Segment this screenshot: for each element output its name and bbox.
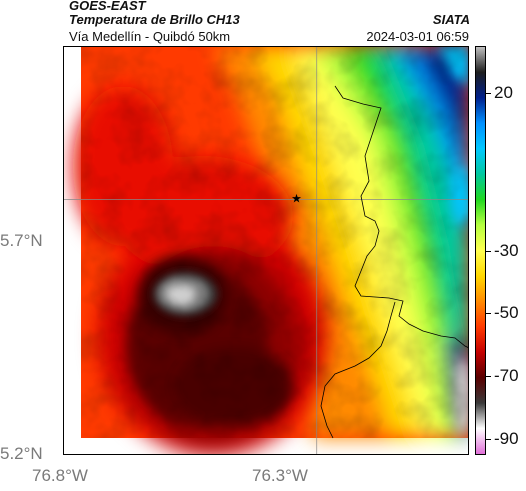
map-gridlines xyxy=(63,46,469,455)
border-line-south xyxy=(320,301,396,439)
x-tick-label: 76.8°W xyxy=(32,466,88,485)
datetime-label: 2024-03-01 06:59 xyxy=(366,29,469,44)
colorbar-tick-label: -70 xyxy=(494,366,519,386)
y-tick-label: 5.7°N xyxy=(0,231,43,250)
y-tick-label: 5.2°N xyxy=(0,444,43,463)
colorbar-tick-label: 20 xyxy=(494,83,513,103)
x-tick-label: 76.3°W xyxy=(252,466,308,485)
colorbar-tick-label: -30 xyxy=(494,240,519,260)
satellite-map: ★ xyxy=(63,46,469,455)
colorbar-tick-mark xyxy=(486,313,491,315)
route-label: Vía Medellín - Quibdó 50km xyxy=(69,29,231,44)
colorbar-tick-label: -50 xyxy=(494,303,519,323)
colorbar-tick-mark xyxy=(486,250,491,252)
colorbar-tick-mark xyxy=(486,439,491,441)
location-marker-icon: ★ xyxy=(291,192,302,206)
colorbar-tick-mark xyxy=(486,93,491,95)
colorbar xyxy=(475,46,486,455)
colorbar-tick-label: -90 xyxy=(494,429,519,449)
border-line xyxy=(334,85,469,349)
source-label: SIATA xyxy=(432,12,470,27)
colorbar-tick-mark xyxy=(486,376,491,378)
product-title: Temperatura de Brillo CH13 xyxy=(69,12,240,27)
brightness-temperature-field: ★ xyxy=(63,46,469,455)
satellite-label: GOES-EAST xyxy=(69,0,146,13)
